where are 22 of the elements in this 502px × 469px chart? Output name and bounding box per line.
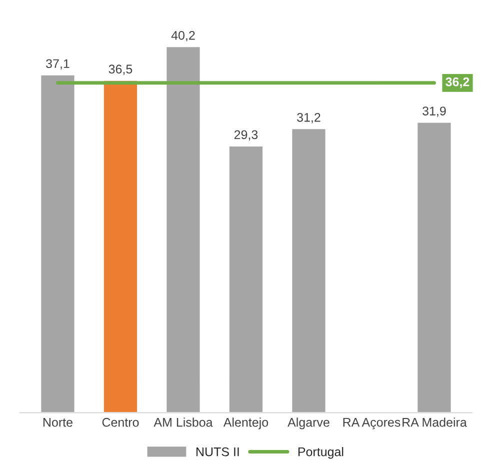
data-label: 31,2 [297,112,320,124]
bar [228,145,264,413]
x-tick-label: Alentejo [223,418,268,430]
bar [40,74,76,413]
x-tick-label: AM Lisboa [154,418,213,427]
bar [416,121,452,413]
x-tick-label: RA Madeira [402,418,467,427]
x-tick-label: RA Açores [343,418,400,430]
x-tick-label: Algarve [288,418,330,430]
legend-label: Portugal [298,447,344,459]
legend-label: NUTS II [196,447,239,456]
data-label: 29,3 [234,130,258,141]
bar [102,79,138,413]
data-label: 40,2 [171,30,195,42]
x-tick-label: Norte [43,418,72,427]
data-label: 36,2 [446,77,470,88]
data-label: 36,5 [108,64,132,76]
data-label: 37,1 [46,59,70,70]
x-tick-label: Centro [102,418,139,427]
data-label: 31,9 [422,106,446,117]
bar [290,128,327,413]
bar [165,46,202,413]
